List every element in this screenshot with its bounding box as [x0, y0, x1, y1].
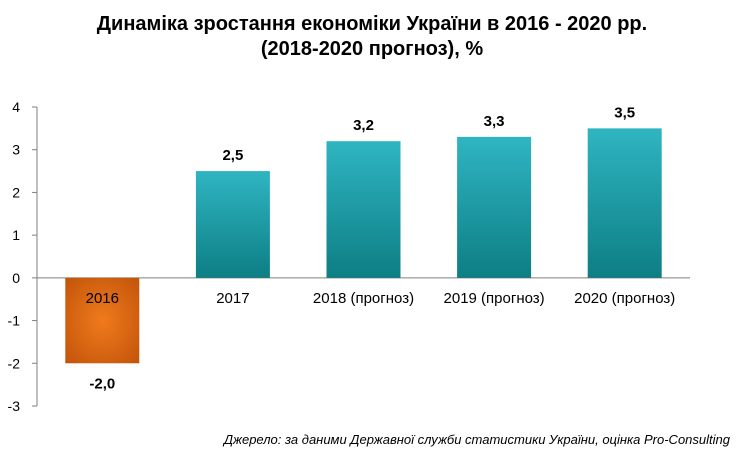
data-label: 3,2	[353, 117, 374, 134]
bar-2016	[65, 277, 140, 364]
y-tick-label: 1	[12, 227, 20, 243]
y-tick-label: 3	[12, 142, 20, 158]
data-label: -2,0	[89, 375, 115, 392]
x-category-label: 2020 (прогноз)	[574, 290, 675, 307]
chart-subtitle: (2018-2020 прогноз), %	[260, 38, 484, 60]
y-tick-label: 4	[12, 99, 20, 115]
bar-2019	[457, 136, 532, 278]
data-label: 3,5	[614, 104, 635, 121]
y-tick-label: 0	[12, 270, 20, 286]
bars	[65, 128, 662, 364]
data-label: 2,5	[222, 147, 243, 164]
y-tick-label: -1	[8, 313, 21, 329]
data-label: 3,3	[484, 113, 505, 130]
bar-2017	[195, 171, 270, 278]
x-category-label: 2019 (прогноз)	[444, 290, 545, 307]
x-category-label: 2018 (прогноз)	[313, 290, 414, 307]
chart-title-block: Динаміка зростання економіки України в 2…	[0, 12, 744, 62]
bar-2020	[587, 128, 662, 278]
y-tick-label: 2	[12, 184, 20, 200]
source-note: Джерело: за даними Державної служби стат…	[223, 432, 730, 447]
chart-title: Динаміка зростання економіки України в 2…	[96, 13, 648, 35]
y-tick-label: -2	[8, 355, 21, 371]
labels: 2016 -2,0 2017 2,5 2018 (прогноз) 3,2 2019 (пр…	[86, 104, 676, 392]
x-category-label: 2016	[86, 290, 119, 307]
x-category-label: 2017	[216, 290, 249, 307]
bar-2018	[326, 141, 401, 278]
y-tick-label: -3	[8, 398, 21, 414]
